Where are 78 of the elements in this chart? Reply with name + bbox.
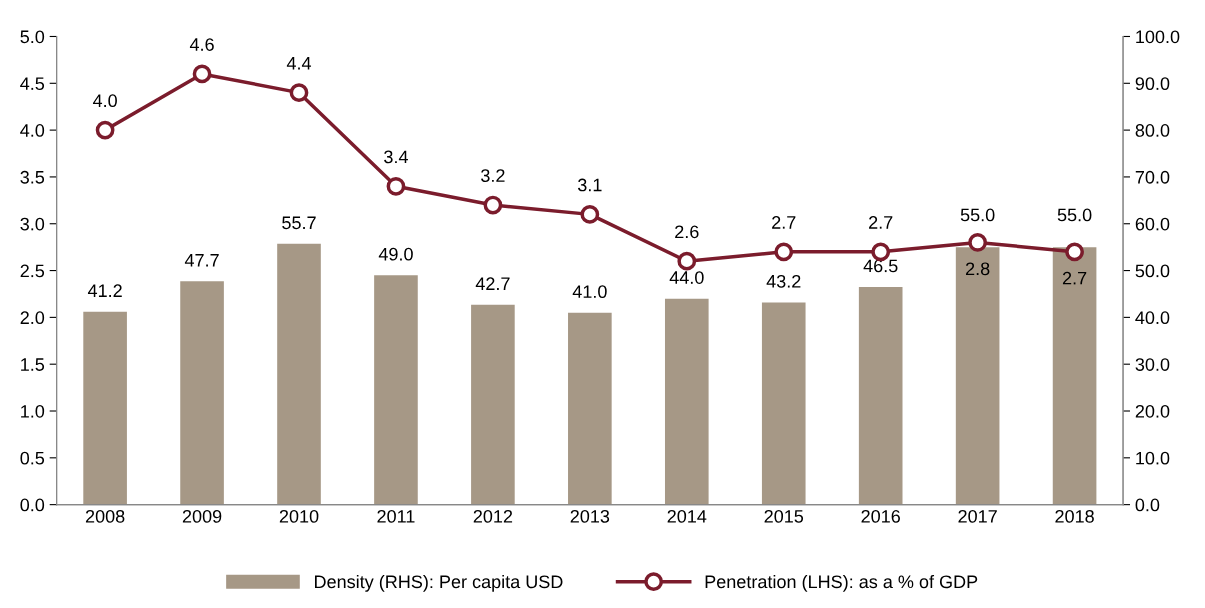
y-tick-label: 0.0 (20, 498, 45, 512)
point (580, 205, 600, 224)
data-label: 2.6 (675, 225, 699, 239)
data-label: 46.5 (863, 259, 898, 273)
y2-tick-label: 90.0 (1135, 77, 1170, 91)
bar (761, 302, 806, 505)
point (677, 251, 697, 271)
data-label: 55.0 (960, 208, 995, 222)
x-tick-label: 2017 (958, 509, 997, 523)
bar (277, 243, 321, 505)
point (1065, 242, 1084, 262)
point (192, 64, 212, 84)
point (774, 242, 794, 262)
data-label: 4.0 (92, 94, 117, 108)
y2-tick-label: 10.0 (1136, 451, 1170, 465)
y2-tick-label: 80.0 (1135, 124, 1170, 137)
y2-tick-label: 30.0 (1135, 358, 1170, 371)
y2-tick-label: 0.0 (1135, 498, 1160, 512)
x-tick-label: 2009 (182, 509, 222, 523)
bar (83, 311, 127, 505)
data-label: 47.7 (184, 254, 219, 267)
y-tick-label: 3.0 (20, 217, 45, 231)
data-label: 3.2 (481, 169, 505, 182)
y-tick-label: 5.0 (20, 30, 45, 44)
data-label: 2.7 (772, 216, 796, 229)
y2-tick-label: 20.0 (1135, 404, 1170, 418)
data-label: 2.7 (869, 216, 893, 229)
data-label: 4.6 (189, 38, 214, 51)
x-tick-label: 2018 (1055, 509, 1094, 523)
bar (955, 247, 1000, 505)
data-label: 55.7 (282, 216, 316, 230)
bar (1052, 247, 1097, 505)
data-label: 55.0 (1057, 208, 1092, 222)
bar (568, 312, 612, 505)
data-label: 42.7 (475, 277, 510, 290)
bar (664, 298, 709, 505)
y-tick-label: 3.5 (20, 170, 45, 184)
data-label: 44.0 (669, 271, 704, 284)
x-tick-label: 2010 (279, 509, 319, 523)
data-label: 49.0 (378, 247, 413, 261)
x-tick-label: 2012 (473, 509, 513, 523)
y2-tick-label: 50.0 (1135, 264, 1170, 278)
y2-tick-label: 70.0 (1135, 170, 1170, 184)
y-tick-label: 1.0 (21, 404, 45, 418)
point (968, 233, 988, 252)
x-tick-label: 2016 (861, 509, 900, 523)
bar (858, 286, 903, 505)
data-label: 2.8 (966, 262, 990, 276)
y-tick-label: 4.0 (20, 124, 45, 137)
y2-tick-label: 100.0 (1136, 30, 1180, 44)
y-tick-label: 4.5 (20, 77, 45, 91)
point (95, 120, 115, 140)
point (483, 195, 503, 215)
data-label: 41.2 (87, 284, 122, 297)
y2-tick-label: 60.0 (1135, 217, 1170, 231)
legend-label: Penetration (LHS): as a % of GDP (705, 574, 978, 592)
y2-tick-label: 40.0 (1135, 311, 1170, 325)
y-tick-label: 0.5 (20, 451, 45, 465)
y-tick-label: 2.0 (20, 311, 45, 325)
x-tick-label: 2014 (667, 509, 707, 523)
data-label: 4.4 (286, 57, 312, 70)
x-tick-label: 2015 (764, 509, 804, 523)
data-label: 41.0 (572, 285, 607, 299)
x-tick-label: 2013 (570, 509, 610, 523)
data-label: 43.2 (766, 274, 801, 288)
point (289, 83, 309, 103)
x-tick-label: 2011 (377, 509, 415, 523)
x-tick-label: 2008 (85, 509, 125, 523)
point (386, 176, 406, 196)
y-tick-label: 2.5 (20, 264, 45, 278)
legend-label: Density (RHS): Per capita USD (315, 574, 563, 592)
data-label: 3.1 (577, 178, 602, 192)
data-label: 2.7 (1062, 271, 1087, 285)
bar (374, 275, 418, 505)
bar (180, 281, 224, 505)
bar (471, 304, 515, 505)
y-tick-label: 1.5 (21, 358, 45, 371)
data-label: 3.4 (384, 150, 408, 164)
